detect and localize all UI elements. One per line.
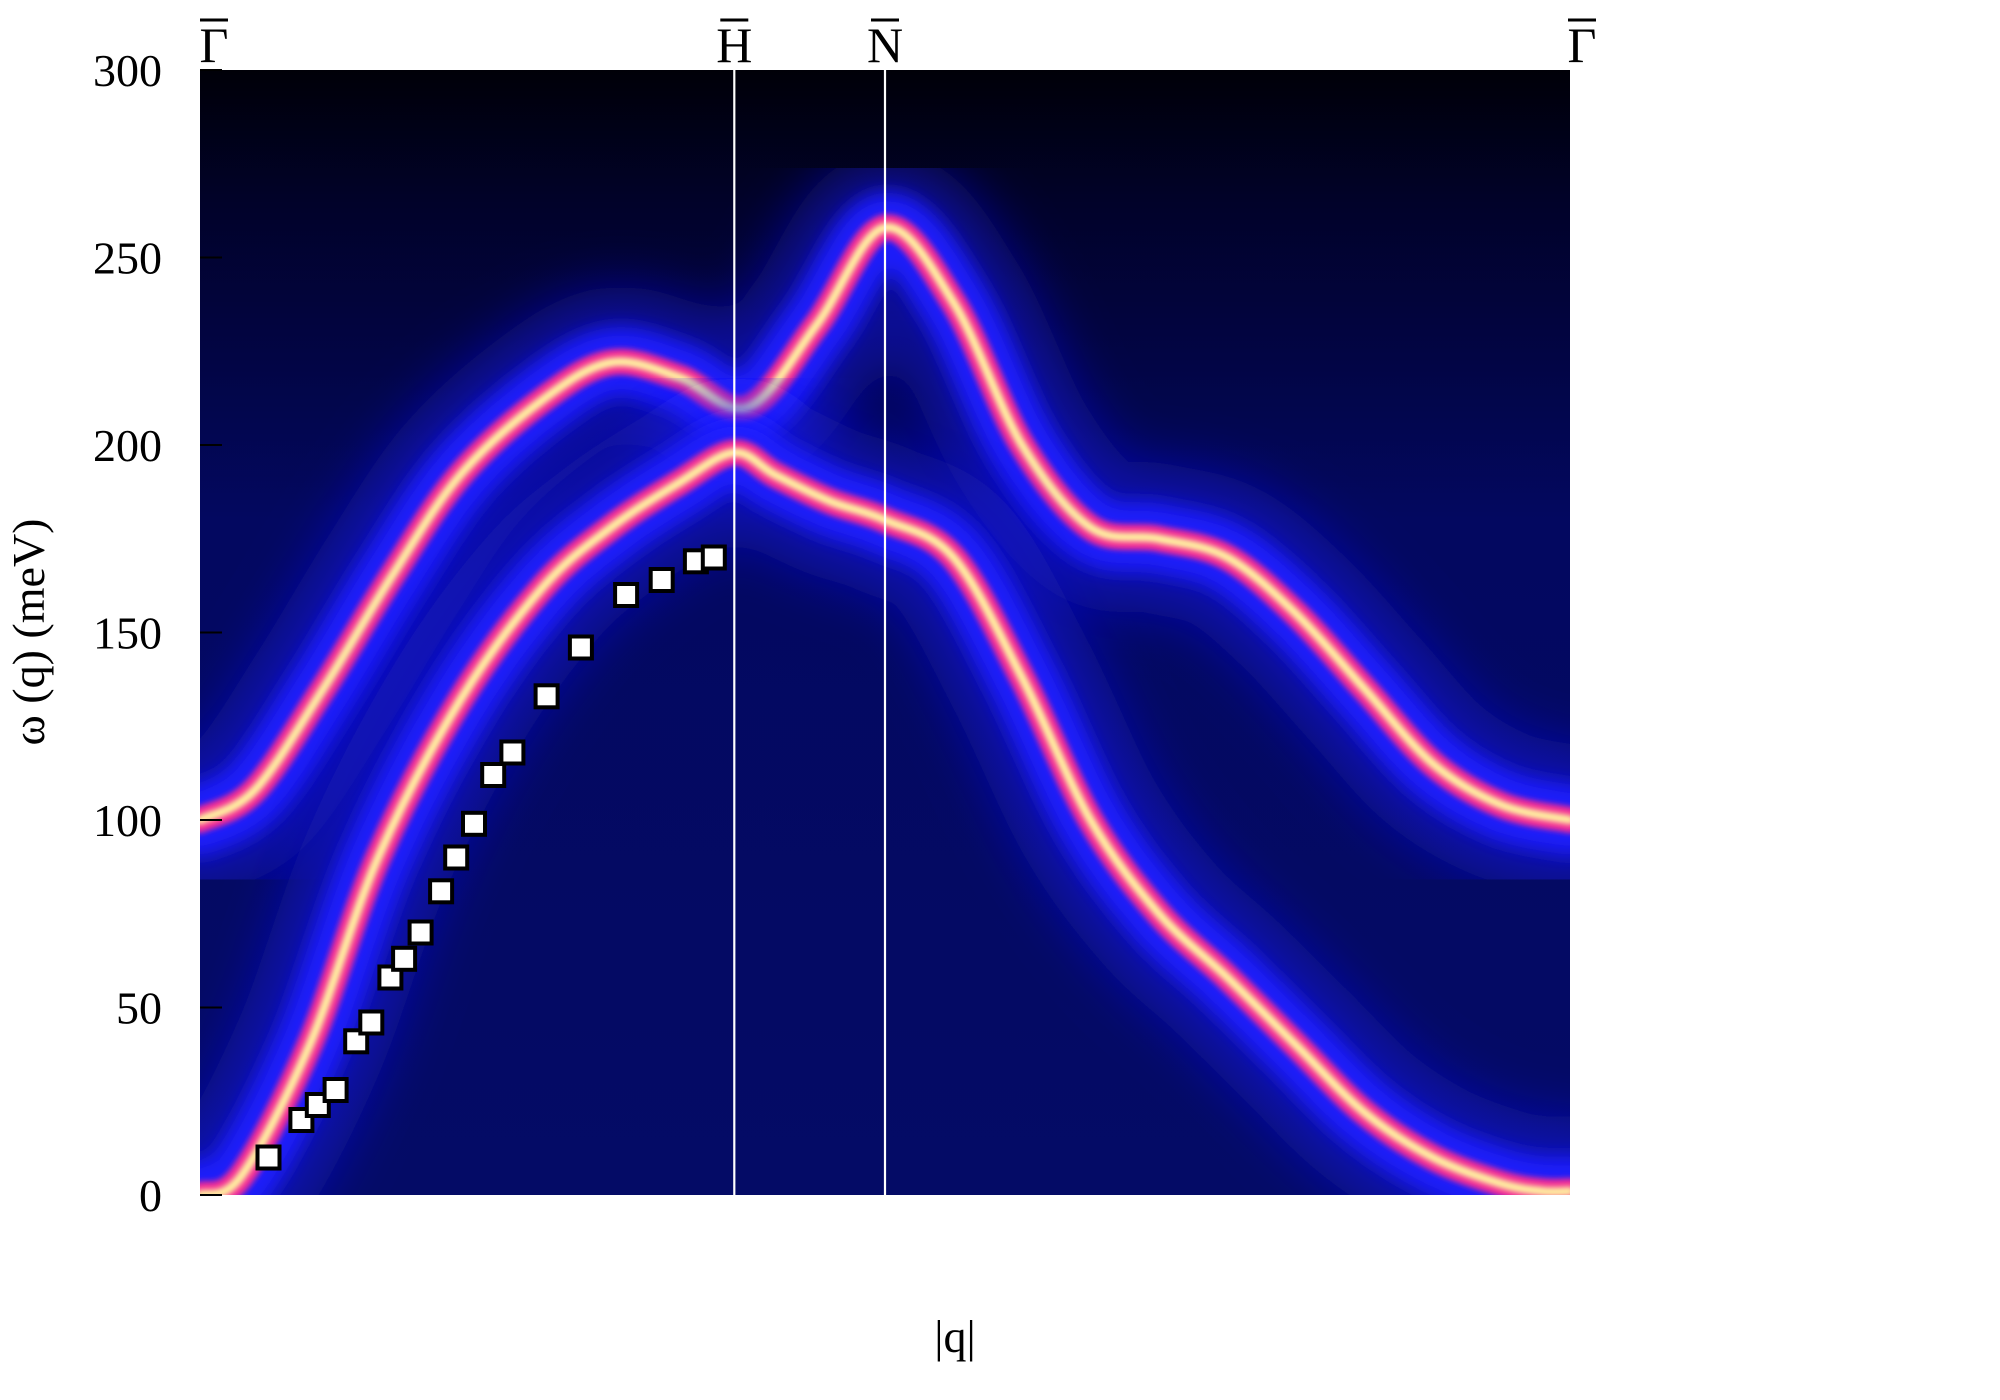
- marker-point: [461, 810, 487, 837]
- y-tick-label: 50: [116, 983, 162, 1034]
- y-axis: 0 50 100 150 200 250 300: [93, 45, 222, 1221]
- marker-series: [255, 544, 727, 1171]
- kpoint-text: Γ: [1568, 17, 1597, 73]
- marker-point: [648, 567, 675, 593]
- marker-point: [255, 1144, 282, 1171]
- y-tick-label: 100: [93, 795, 162, 846]
- marker-point: [407, 919, 434, 946]
- y-tick-label: 250: [93, 233, 162, 284]
- y-tick-label: 0: [139, 1170, 162, 1221]
- y-tick-label: 150: [93, 608, 162, 659]
- intensity-bands: [200, 152, 1570, 1195]
- y-axis-label: ω (q) (meV): [3, 519, 54, 746]
- band-2-peak: [200, 448, 1570, 1195]
- kpoint-label-1: Γ: [200, 17, 229, 73]
- marker-point: [443, 844, 470, 871]
- kpoint-text: N: [867, 17, 903, 73]
- marker-point: [343, 1028, 370, 1055]
- band-1-peak: [200, 222, 1570, 825]
- marker-point: [700, 544, 727, 571]
- marker-point: [613, 582, 640, 608]
- marker-point: [322, 1077, 349, 1103]
- kpoint-label-3: N: [867, 17, 903, 73]
- high-symmetry-dividers: [733, 70, 887, 1195]
- marker-point: [499, 739, 526, 766]
- marker-point: [428, 878, 455, 905]
- marker-point: [377, 964, 404, 991]
- x-axis-label: |q|: [934, 1311, 975, 1362]
- marker-point: [480, 762, 507, 788]
- y-tick-label: 300: [93, 45, 162, 96]
- y-tick-label: 200: [93, 420, 162, 471]
- marker-point: [358, 1009, 385, 1036]
- marker-point: [391, 945, 418, 972]
- kpoint-text: H: [716, 17, 752, 73]
- kpoint-text: Γ: [200, 17, 229, 73]
- kpoint-label-2: H: [716, 17, 752, 73]
- marker-point: [533, 683, 560, 710]
- marker-point: [567, 634, 594, 661]
- kpoint-label-4: Γ: [1568, 17, 1597, 73]
